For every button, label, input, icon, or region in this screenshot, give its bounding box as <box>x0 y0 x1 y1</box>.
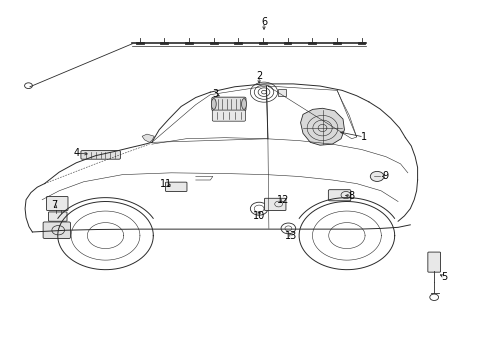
FancyBboxPatch shape <box>212 110 245 121</box>
Text: 11: 11 <box>160 179 172 189</box>
Text: 6: 6 <box>261 17 266 27</box>
FancyBboxPatch shape <box>81 150 120 159</box>
FancyBboxPatch shape <box>264 198 285 211</box>
Circle shape <box>369 171 383 181</box>
Ellipse shape <box>211 99 216 109</box>
Text: 10: 10 <box>252 211 264 221</box>
FancyBboxPatch shape <box>46 197 68 211</box>
FancyBboxPatch shape <box>43 222 70 238</box>
Text: 4: 4 <box>73 148 79 158</box>
Bar <box>277 89 286 96</box>
FancyBboxPatch shape <box>165 182 186 192</box>
Text: 1: 1 <box>360 132 366 142</box>
Text: 8: 8 <box>348 191 354 201</box>
Text: 12: 12 <box>277 195 289 205</box>
Polygon shape <box>300 108 344 145</box>
Text: 9: 9 <box>382 171 388 181</box>
FancyBboxPatch shape <box>328 190 350 201</box>
FancyBboxPatch shape <box>211 97 245 111</box>
Text: 3: 3 <box>212 89 218 99</box>
Ellipse shape <box>241 99 246 109</box>
Text: 5: 5 <box>440 272 447 282</box>
FancyBboxPatch shape <box>48 212 67 221</box>
Text: 2: 2 <box>256 71 262 81</box>
FancyBboxPatch shape <box>427 252 440 272</box>
Text: 13: 13 <box>284 231 296 240</box>
Text: 7: 7 <box>51 200 57 210</box>
Polygon shape <box>142 134 154 142</box>
